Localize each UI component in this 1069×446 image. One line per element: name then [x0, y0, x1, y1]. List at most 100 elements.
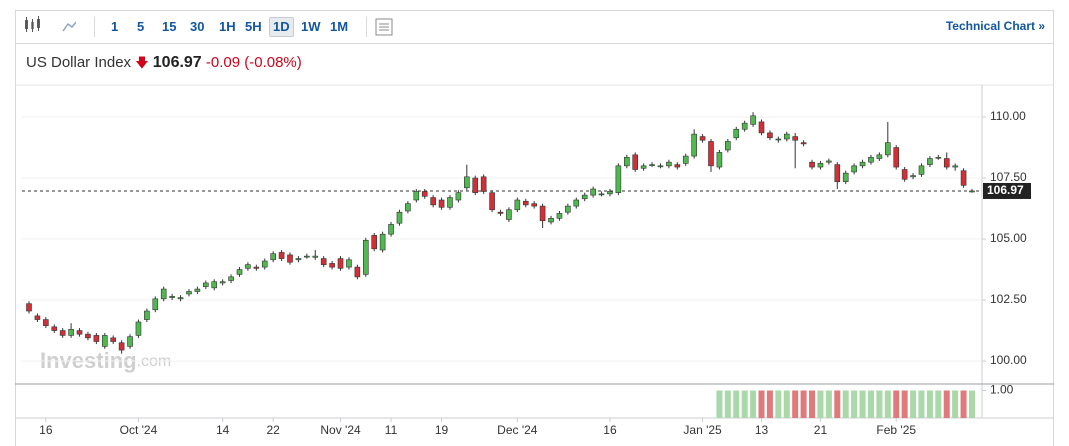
candle-body [548, 217, 554, 223]
candle-body [809, 161, 815, 168]
change: -0.09 [205, 54, 241, 71]
technical-chart-link[interactable]: Technical Chart » [945, 19, 1045, 33]
interval-button[interactable]: 1W [301, 19, 321, 34]
volume-bar [893, 390, 900, 418]
candle-body [649, 164, 655, 166]
candle-body [783, 133, 790, 140]
candle-body [733, 128, 740, 139]
candle-body [758, 121, 765, 134]
volume-bar [809, 390, 816, 418]
x-tick-label: 21 [814, 423, 828, 437]
interval-button[interactable]: 5H [245, 19, 262, 34]
candle-body [337, 258, 344, 269]
interval-button[interactable]: 30 [190, 19, 205, 34]
x-tick-label: 13 [755, 423, 769, 437]
candle-body [203, 282, 209, 287]
interval-button[interactable]: 1D [269, 17, 294, 37]
x-tick-label: Dec '24 [497, 423, 538, 437]
candle-body [430, 197, 436, 206]
candle-body [219, 281, 226, 284]
volume-bar [876, 390, 883, 418]
settings-icon[interactable] [374, 17, 394, 37]
change-percent: (-0.08%) [244, 54, 302, 71]
candle-body [885, 142, 891, 156]
candle-body [506, 209, 512, 220]
candle-body [421, 191, 428, 197]
candle-body [834, 164, 841, 182]
candle-body [514, 199, 521, 211]
volume-bar [800, 390, 807, 418]
candle-body [960, 170, 967, 186]
candle-body [455, 192, 462, 201]
volume-bar [775, 390, 782, 418]
volume-bar [750, 390, 757, 418]
candle-body [918, 165, 925, 175]
interval-button[interactable]: 1H [219, 19, 236, 34]
candle-body [489, 192, 495, 211]
candle-body [346, 259, 352, 268]
volume-bar [943, 390, 950, 418]
volume-bar [960, 390, 967, 418]
candle-body [716, 152, 723, 168]
volume-bar [859, 390, 866, 418]
candle-body [497, 211, 504, 214]
candle-body [34, 315, 41, 320]
y-tick-label: 107.50 [990, 170, 1027, 184]
x-tick-label: Oct '24 [120, 423, 158, 437]
candle-body [910, 175, 916, 178]
candle-body [287, 254, 293, 263]
candle-body [539, 205, 546, 222]
y-tick-label: 102.50 [990, 292, 1027, 306]
volume-bar [792, 390, 799, 418]
candle-body [598, 193, 605, 196]
candle-body [750, 115, 756, 125]
candle-body [160, 288, 167, 300]
candle-body [177, 297, 184, 300]
volume-bar [733, 390, 740, 418]
candle-body [43, 319, 49, 326]
candle-body [413, 191, 420, 201]
chart-type-icons[interactable] [16, 11, 76, 43]
candle-body [228, 276, 234, 281]
candle-body [767, 132, 773, 139]
candle-body [522, 200, 529, 206]
candle-body [186, 291, 192, 295]
candle-body [590, 188, 596, 196]
candle-body [371, 235, 378, 250]
volume-bar [851, 390, 858, 418]
candle-body [261, 260, 268, 268]
x-tick-label: 11 [385, 423, 398, 437]
candle-body [85, 333, 91, 339]
candle-body [792, 136, 798, 141]
candle-body [438, 199, 445, 208]
last-price-label: 106.97 [987, 183, 1024, 197]
candle-body [93, 335, 100, 342]
candle-body [362, 239, 369, 275]
candle-body [169, 296, 175, 298]
volume-bar [724, 390, 731, 418]
candle-body [304, 255, 310, 258]
volume-bar [867, 390, 874, 418]
candle-body [135, 321, 142, 336]
interval-button[interactable]: 5 [137, 19, 145, 34]
watermark: Investing.com [40, 348, 171, 373]
candle-body [245, 264, 251, 269]
candle-body [329, 263, 335, 268]
volume-bar [901, 390, 908, 418]
toolbar: 1 5 15 30 1H 5H 1D 1W 1M Technical Chart » [16, 11, 1053, 44]
volume-bar [910, 390, 917, 418]
candle-body [699, 136, 706, 141]
separator [366, 17, 367, 37]
candle-body [851, 165, 857, 173]
interval-button[interactable]: 15 [162, 19, 177, 34]
candle-body [927, 158, 933, 165]
interval-button[interactable]: 1M [330, 19, 349, 34]
candle-body [901, 169, 908, 180]
candle-body [842, 172, 849, 182]
candle-body [935, 156, 942, 159]
candle-body [741, 122, 748, 130]
interval-button[interactable]: 1 [111, 19, 119, 34]
volume-bar [758, 390, 765, 418]
volume-bar [918, 390, 925, 418]
